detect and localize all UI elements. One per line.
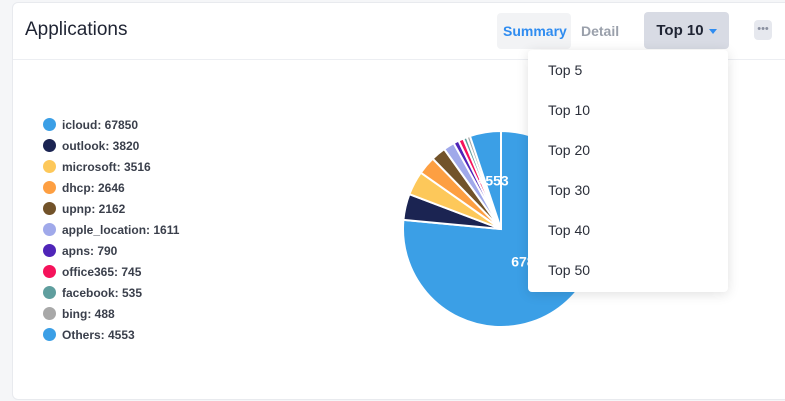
legend-label: bing: 488 bbox=[62, 306, 115, 321]
dropdown-option[interactable]: Top 20 bbox=[548, 142, 591, 158]
legend-dot bbox=[43, 328, 56, 341]
top-n-dropdown-menu: Top 5 Top 10 Top 20 Top 30 Top 40 Top 50 bbox=[528, 50, 728, 292]
legend-item[interactable]: Others: 4553 bbox=[43, 324, 179, 345]
legend-label: outlook: 3820 bbox=[62, 138, 140, 153]
pie-data-label: 4553 bbox=[478, 173, 509, 189]
ellipsis-icon[interactable]: ••• bbox=[754, 20, 772, 40]
legend-dot bbox=[43, 139, 56, 152]
legend-item[interactable]: facebook: 535 bbox=[43, 282, 179, 303]
legend-label: dhcp: 2646 bbox=[62, 180, 125, 195]
tab-summary-bg bbox=[497, 13, 571, 49]
card-title: Applications bbox=[25, 19, 128, 40]
tab-summary[interactable]: Summary bbox=[503, 23, 567, 39]
legend-label: microsoft: 3516 bbox=[62, 159, 151, 174]
dropdown-option[interactable]: Top 10 bbox=[548, 102, 591, 118]
pie-slice-Others[interactable] bbox=[468, 129, 502, 230]
caret-down-icon bbox=[708, 28, 717, 34]
legend-item[interactable]: outlook: 3820 bbox=[43, 135, 179, 156]
legend-dot bbox=[43, 223, 56, 236]
legend-dot bbox=[43, 160, 56, 173]
legend-dot bbox=[43, 202, 56, 215]
legend-label: icloud: 67850 bbox=[62, 117, 139, 132]
legend-label: Others: 4553 bbox=[62, 327, 135, 342]
legend-item[interactable]: apns: 790 bbox=[43, 240, 179, 261]
legend-item[interactable]: apple_location: 1611 bbox=[43, 219, 179, 240]
legend-dot bbox=[43, 181, 56, 194]
legend-dot bbox=[43, 286, 56, 299]
dropdown-option[interactable]: Top 30 bbox=[548, 182, 591, 198]
legend-label: apns: 790 bbox=[62, 243, 118, 258]
legend-label: apple_location: 1611 bbox=[62, 222, 180, 237]
legend-item[interactable]: office365: 745 bbox=[43, 261, 179, 282]
top-n-value: Top 10 bbox=[656, 22, 704, 39]
dropdown-option[interactable]: Top 40 bbox=[548, 222, 591, 238]
legend-dot bbox=[43, 307, 56, 320]
legend-dot bbox=[43, 244, 56, 257]
chart-legend: icloud: 67850 outlook: 3820 microsoft: 351… bbox=[43, 114, 179, 345]
legend-item[interactable]: microsoft: 3516 bbox=[43, 156, 179, 177]
legend-item[interactable]: icloud: 67850 bbox=[43, 114, 179, 135]
dropdown-option[interactable]: Top 5 bbox=[548, 62, 583, 78]
legend-dot bbox=[43, 118, 56, 131]
legend-item[interactable]: upnp: 2162 bbox=[43, 198, 179, 219]
top-n-select[interactable]: Top 10 bbox=[644, 12, 729, 49]
card-header: Applications Summary Detail Top 10 ••• bbox=[13, 3, 785, 60]
tab-detail[interactable]: Detail bbox=[581, 23, 620, 39]
legend-label: upnp: 2162 bbox=[62, 201, 126, 216]
legend-dot bbox=[43, 265, 56, 278]
dropdown-option[interactable]: Top 50 bbox=[548, 262, 591, 278]
legend-label: facebook: 535 bbox=[62, 285, 143, 300]
legend-item[interactable]: dhcp: 2646 bbox=[43, 177, 179, 198]
legend-item[interactable]: bing: 488 bbox=[43, 303, 179, 324]
legend-label: office365: 745 bbox=[62, 264, 142, 279]
